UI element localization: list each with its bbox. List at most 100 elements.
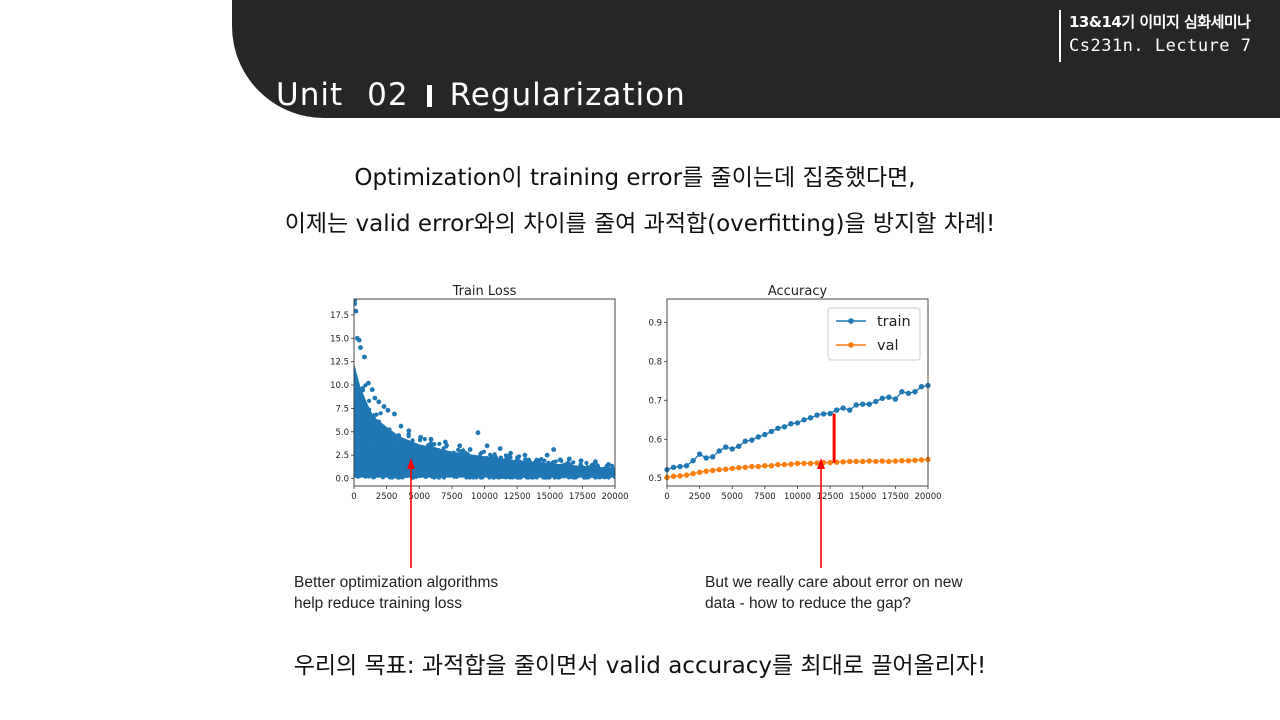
loss-point — [450, 459, 455, 464]
loss-point — [537, 463, 542, 468]
x-tick-label: 7500 — [754, 492, 776, 502]
loss-point — [429, 450, 434, 455]
train-point — [820, 411, 827, 417]
loss-point — [524, 457, 529, 462]
loss-point — [427, 442, 432, 447]
loss-point — [611, 467, 615, 472]
loss-point — [528, 465, 533, 470]
loss-point — [464, 473, 469, 478]
y-tick-label: 17.5 — [330, 311, 349, 321]
val-point — [886, 458, 892, 465]
loss-point — [581, 470, 586, 475]
loss-outlier-point — [385, 407, 391, 413]
loss-point — [428, 459, 434, 464]
x-tick-label: 0 — [351, 492, 356, 502]
loss-point — [419, 470, 424, 475]
loss-point — [486, 472, 491, 478]
caption-left-line-2: help reduce training loss — [294, 595, 463, 612]
train-point — [847, 407, 853, 413]
train-point — [696, 451, 703, 457]
train-point — [755, 434, 762, 440]
loss-point — [441, 468, 446, 473]
caption-right-line-1: But we really care about error on new — [705, 574, 963, 591]
loss-point — [411, 453, 416, 458]
loss-point — [401, 452, 406, 458]
loss-point — [499, 461, 505, 466]
val-point — [853, 458, 859, 465]
loss-point — [483, 468, 488, 473]
series-train — [664, 382, 931, 473]
loss-point — [358, 428, 364, 433]
train-point — [709, 454, 716, 460]
loss-point — [389, 460, 394, 465]
loss-point — [434, 470, 439, 476]
y-tick-label: 10.0 — [330, 381, 349, 391]
title-separator — [426, 85, 432, 107]
train-point — [873, 398, 879, 405]
loss-point — [452, 465, 457, 470]
x-tick-label: 20000 — [914, 492, 941, 502]
loss-point — [384, 436, 389, 441]
x-tick-label: 12500 — [504, 492, 531, 502]
val-point — [749, 463, 755, 470]
loss-point — [412, 447, 417, 452]
y-tick-label: 7.5 — [335, 404, 349, 414]
loss-point — [467, 475, 472, 480]
chart-title: Accuracy — [768, 284, 828, 299]
val-point — [723, 466, 729, 472]
loss-point — [380, 474, 385, 479]
loss-point — [491, 462, 496, 468]
train-point — [762, 431, 768, 438]
loss-point — [610, 463, 615, 468]
val-point — [899, 457, 905, 464]
val-point — [683, 472, 690, 478]
loss-point — [567, 468, 572, 473]
train-point — [716, 448, 722, 454]
loss-point — [598, 474, 603, 479]
loss-point — [606, 467, 611, 472]
train-point — [860, 401, 866, 407]
loss-point — [361, 444, 366, 449]
seminar-name: 13&14기 이미지 심화세미나 — [1069, 13, 1251, 31]
loss-point — [400, 456, 406, 462]
val-point — [768, 463, 775, 469]
loss-point — [463, 450, 468, 456]
loss-point — [524, 461, 529, 466]
loss-outlier-point — [356, 337, 362, 343]
loss-point — [437, 463, 442, 468]
loss-point — [461, 456, 466, 461]
loss-point — [354, 448, 358, 453]
loss-point — [378, 411, 383, 416]
train-point — [781, 424, 788, 430]
accuracy-chart: Accuracy 0 2500 5000 7500 10000 12500 15000 1750… — [648, 284, 941, 502]
loss-point — [418, 448, 423, 453]
caption-left-line-1: Better optimization algorithms — [294, 574, 499, 591]
loss-point — [568, 462, 573, 467]
loss-point — [449, 453, 454, 459]
x-tick-label: 10000 — [784, 492, 811, 502]
x-tick-label: 15000 — [849, 492, 876, 502]
train-point — [840, 405, 846, 411]
loss-points — [354, 299, 615, 480]
train-point — [853, 402, 859, 408]
loss-point — [401, 460, 406, 465]
loss-point — [574, 471, 579, 477]
loss-point — [526, 474, 531, 480]
loss-point — [521, 471, 526, 476]
unit-title: Unit 02 Regularization — [276, 76, 686, 114]
loss-point — [516, 474, 521, 479]
loss-point — [471, 466, 477, 471]
loss-point — [571, 467, 576, 472]
train-loss-chart: Train Loss 0 2500 5000 7500 10000 12500 15000 17… — [330, 284, 628, 502]
loss-point — [354, 428, 357, 434]
loss-point — [464, 463, 470, 468]
loss-point — [498, 455, 503, 460]
loss-point — [548, 473, 553, 478]
x-tick-label: 17500 — [882, 492, 909, 502]
train-point — [807, 415, 814, 421]
right-annotation-arrow — [817, 458, 825, 568]
loss-point — [542, 458, 547, 463]
val-point — [860, 458, 866, 465]
loss-point — [355, 416, 360, 422]
